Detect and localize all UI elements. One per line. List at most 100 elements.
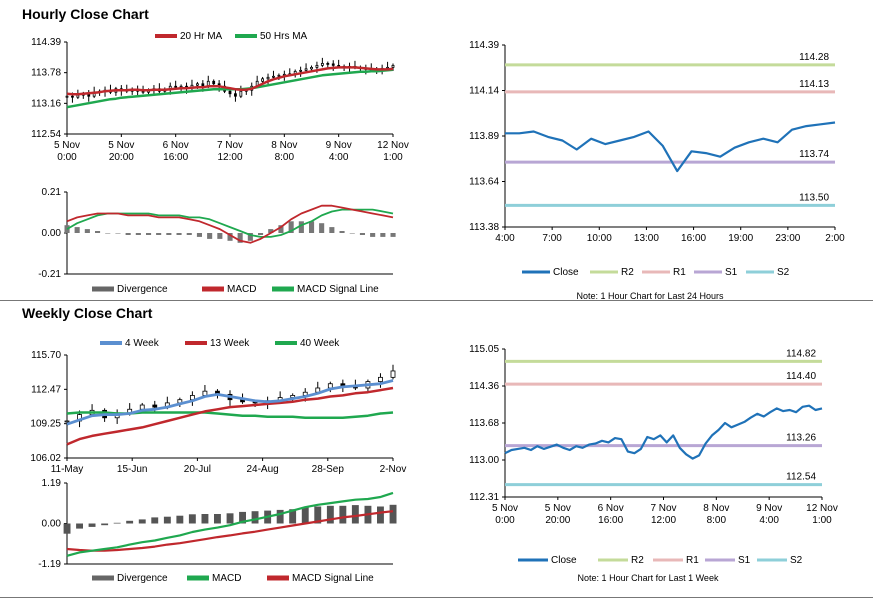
hourly-signal-series — [66, 208, 394, 238]
last1w-level-value-r1: 114.40 — [786, 371, 816, 382]
weekly-price-candle — [340, 383, 346, 387]
hourly-price-candle — [315, 64, 319, 68]
last1w-legend-swatch — [757, 558, 787, 562]
hourly-divergence-bar — [125, 233, 131, 235]
hourly-macd-legend-label: MACD Signal Line — [297, 284, 379, 295]
weekly-divergence-bar — [339, 505, 347, 524]
hourly-divergence-bar — [329, 227, 335, 233]
weekly-price-legend-swatch — [275, 341, 297, 345]
last24h-legend-label: S2 — [777, 267, 790, 278]
hourly-macd-y-tick-label: 0.21 — [42, 187, 62, 198]
weekly-price-candle — [202, 390, 208, 396]
hourly-price-candle — [391, 64, 395, 68]
weekly-price-candle — [240, 399, 245, 403]
last1w-level-value-s2: 112.54 — [786, 472, 816, 483]
hourly-price-candle — [293, 70, 297, 75]
last1w-x-tick-label: 1:00 — [812, 515, 832, 526]
weekly-divergence-bar — [151, 517, 159, 524]
last24h-legend-label: R1 — [673, 267, 686, 278]
last1w-legend-swatch — [705, 558, 735, 562]
hourly-price-candle — [174, 85, 178, 88]
hourly-price-legend-swatch — [235, 34, 257, 38]
hourly-price-candle — [310, 66, 313, 70]
hourly-divergence-bar — [380, 233, 386, 237]
section-divider — [0, 300, 873, 301]
hourly-divergence-bar — [309, 221, 315, 233]
last1w-legend-swatch — [653, 558, 683, 562]
hourly-price-candle — [157, 88, 161, 92]
last1w-x-tick-label: 20:00 — [545, 515, 570, 526]
hourly-price-candle — [326, 62, 330, 65]
hourly-price-candle — [380, 67, 384, 70]
hourly-divergence-bar — [268, 229, 274, 233]
hourly-price-candle — [103, 89, 107, 92]
last24h-level-value-s1: 113.74 — [799, 149, 829, 160]
hourly-price-candle — [109, 89, 112, 93]
weekly-price-candle — [139, 404, 145, 410]
weekly-ma4-series — [66, 379, 394, 426]
last24h-y-tick-label: 113.64 — [469, 177, 499, 188]
last1w-legend-label: Close — [551, 555, 577, 566]
hourly-divergence-bar — [370, 233, 376, 237]
hourly-price-x-tick-label: 5 Nov — [54, 140, 80, 151]
last24h-legend-swatch — [590, 270, 618, 274]
weekly-divergence-bar — [276, 509, 284, 524]
weekly-macd-series — [66, 491, 394, 557]
hourly-price-candle — [125, 89, 129, 92]
hourly-divergence-bar — [390, 233, 396, 237]
last1w-level-value-r2: 114.82 — [786, 348, 816, 359]
weekly-price-candle — [114, 413, 120, 419]
weekly-macd-legend-swatch — [92, 575, 114, 581]
weekly-price-candle — [227, 393, 233, 401]
weekly-price-candle — [378, 376, 383, 383]
last1w-x-tick-label: 8:00 — [707, 515, 727, 526]
hourly-price-candle — [65, 95, 69, 98]
hourly-section-title: Hourly Close Chart — [22, 6, 149, 22]
weekly-macd-legend-swatch — [267, 575, 289, 581]
bottom-divider — [0, 597, 873, 598]
last1w-x-tick-label: 7 Nov — [650, 503, 676, 514]
weekly-price-x-tick-label: 11-May — [51, 464, 84, 475]
hourly-divergence-bar — [298, 221, 304, 233]
hourly-price-candle — [228, 90, 232, 95]
weekly-divergence-bar — [113, 522, 121, 524]
last24h-level-value-s2: 113.50 — [799, 192, 829, 203]
last1w-x-tick-label: 16:00 — [598, 515, 623, 526]
weekly-divergence-bar — [239, 511, 246, 524]
weekly-divergence-bar — [214, 514, 221, 524]
weekly-divergence-bar — [76, 523, 83, 529]
weekly-price-candle — [315, 387, 321, 393]
hourly-divergence-bar — [146, 233, 152, 235]
last1w-x-tick-label: 6 Nov — [598, 503, 624, 514]
last24h-y-tick-label: 114.39 — [469, 40, 499, 51]
last24h-x-tick-label: 23:00 — [775, 233, 800, 244]
weekly-divergence-bar — [251, 511, 259, 524]
hourly-price-candle — [87, 93, 91, 97]
last24h-x-tick-label: 4:00 — [495, 233, 515, 244]
last24h-legend-swatch — [746, 270, 774, 274]
weekly-divergence-bar — [126, 520, 134, 524]
hourly-price-candle — [71, 95, 74, 98]
hourly-price-candle — [168, 85, 172, 90]
hourly-macd-y-tick-label: 0.00 — [42, 228, 62, 239]
hourly-price-candle — [119, 88, 123, 91]
weekly-price-legend-label: 13 Week — [210, 338, 250, 349]
weekly-ma13-series — [66, 386, 394, 446]
hourly-divergence-bar — [227, 233, 233, 241]
hourly-divergence-bar — [64, 225, 70, 233]
hourly-divergence-bar — [349, 233, 355, 234]
hourly-price-candle — [185, 85, 188, 89]
hourly-price-candle — [81, 93, 85, 96]
hourly-price-x-tick-label: 20:00 — [109, 152, 134, 163]
hourly-price-candle — [277, 74, 281, 77]
weekly-price-candle — [390, 370, 396, 378]
hourly-price-candle — [130, 88, 134, 92]
weekly-divergence-bar — [163, 516, 171, 524]
hourly-macd-legend-swatch — [92, 286, 114, 292]
last24h-legend-swatch — [694, 270, 722, 274]
weekly-divergence-bar — [101, 523, 109, 526]
hourly-price-candle — [375, 68, 379, 71]
weekly-price-candle — [102, 409, 108, 419]
last24h-level-value-r1: 114.13 — [799, 79, 829, 90]
hourly-price-candle — [76, 94, 80, 98]
